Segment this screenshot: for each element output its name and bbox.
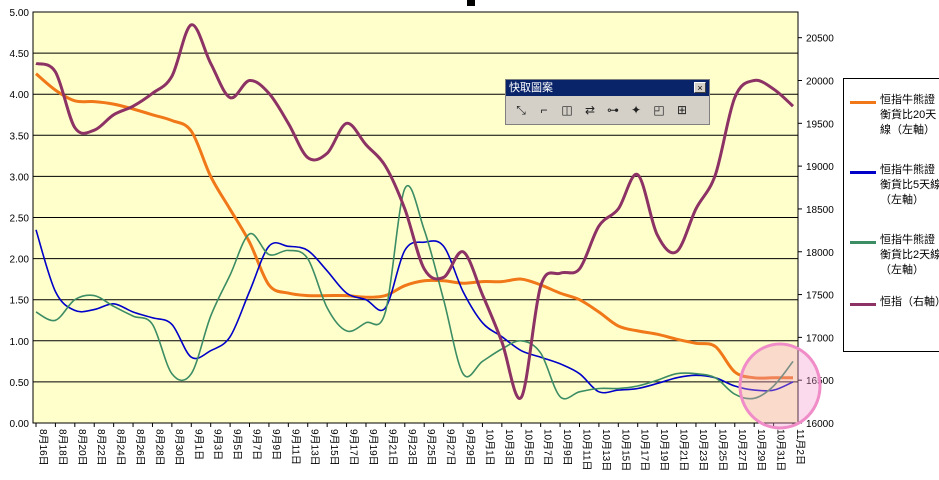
x-tick-label: 9月29日 [464, 429, 476, 466]
drawing-toolbar[interactable]: 快取圖案 × ⤡ ⌐ ◫ ⇄ ⊶ ✦ ◰ ⊞ [505, 79, 710, 125]
x-tick-label: 8月18日 [56, 429, 68, 466]
series-2day-line [35, 185, 794, 400]
x-tick-label: 10月25日 [716, 429, 728, 471]
shapes-icon[interactable]: ⊶ [607, 103, 619, 117]
x-tick-label: 8月24日 [115, 429, 127, 466]
series-20day-line [35, 72, 793, 380]
title-fragment [467, 0, 475, 6]
x-tick-label: 10月17日 [639, 429, 651, 471]
x-axis: 8月16日 8月18日 8月20日 8月22日 8月24日 8月26日 8月28日 8月30日… [35, 423, 806, 471]
x-tick-label: 10月7日 [542, 429, 554, 466]
left-tick-label: 4.50 [10, 49, 30, 60]
highlight-circle [738, 342, 822, 430]
left-tick-label: 0.50 [10, 378, 30, 389]
x-tick-label: 10月19日 [658, 429, 670, 471]
x-tick-label: 8月22日 [95, 429, 107, 466]
toolbar-buttons: ⤡ ⌐ ◫ ⇄ ⊶ ✦ ◰ ⊞ [506, 96, 709, 120]
left-tick-label: 0.00 [10, 419, 30, 430]
legend-swatch-20day [850, 101, 876, 104]
x-tick-label: 9月13日 [309, 429, 321, 466]
x-tick-label: 9月3日 [212, 429, 224, 460]
left-tick-label: 4.00 [10, 90, 30, 101]
right-tick-label: 18500 [806, 205, 834, 216]
x-tick-label: 11月2日 [794, 429, 806, 465]
toolbar-title: 快取圖案 [509, 82, 553, 94]
left-tick-label: 3.00 [10, 172, 30, 183]
left-tick-label: 2.00 [10, 255, 30, 266]
x-tick-label: 8月28日 [153, 429, 165, 466]
legend-label-hsi: 恒指（右軸） [880, 296, 939, 308]
x-tick-label: 9月25日 [425, 429, 437, 466]
x-tick-label: 10月27日 [736, 429, 748, 471]
arrows-icon[interactable]: ⇄ [584, 103, 596, 117]
connector-icon[interactable]: ⤡ [516, 103, 526, 117]
legend-label-5day: 恒指牛熊證衡貨比5天線（左軸） [880, 164, 939, 206]
x-tick-label: 8月26日 [134, 429, 146, 466]
x-tick-label: 10月5日 [522, 429, 534, 466]
star-icon[interactable]: ✦ [630, 103, 642, 117]
right-tick-label: 18000 [806, 248, 834, 259]
series-5day-line [35, 229, 794, 394]
x-tick-label: 9月27日 [445, 429, 457, 466]
x-tick-label: 8月16日 [37, 429, 49, 466]
series-layer [35, 23, 795, 400]
x-tick-label: 10月13日 [600, 429, 612, 471]
x-tick-label: 9月7日 [251, 429, 263, 460]
x-tick-label: 9月5日 [231, 429, 243, 460]
legend: 恒指牛熊證衡貨比20天線（左軸） 恒指牛熊證衡貨比5天線（左軸） 恒指牛熊證衡貨… [843, 78, 939, 352]
x-tick-label: 9月17日 [348, 429, 360, 466]
x-tick-label: 10月31日 [775, 429, 787, 471]
flowchart-icon[interactable]: ◫ [561, 103, 573, 117]
series-hsi-line [35, 23, 795, 400]
x-tick-label: 8月20日 [76, 429, 88, 466]
x-tick-label: 10月23日 [697, 429, 709, 471]
left-tick-label: 3.50 [10, 131, 30, 142]
x-tick-label: 9月15日 [328, 429, 340, 466]
x-tick-label: 10月11日 [580, 429, 592, 471]
left-tick-label: 1.50 [10, 296, 30, 307]
legend-swatch-2day [850, 241, 876, 244]
x-tick-label: 8月30日 [173, 429, 185, 466]
x-tick-label: 10月15日 [619, 429, 631, 471]
legend-swatch-5day [850, 171, 876, 174]
x-tick-label: 10月29日 [755, 429, 767, 471]
x-tick-label: 9月23日 [406, 429, 418, 466]
x-tick-label: 10月21日 [678, 429, 690, 471]
right-tick-label: 19000 [806, 162, 834, 173]
right-tick-label: 20500 [806, 34, 834, 45]
callout-icon[interactable]: ◰ [653, 103, 665, 117]
x-tick-label: 9月21日 [386, 429, 398, 466]
left-tick-label: 1.00 [10, 337, 30, 348]
right-tick-label: 19500 [806, 119, 834, 130]
x-tick-label: 10月1日 [483, 429, 495, 466]
toolbar-titlebar[interactable]: 快取圖案 × [506, 80, 709, 96]
right-tick-label: 17500 [806, 291, 834, 302]
x-tick-label: 9月11日 [289, 429, 301, 465]
more-shapes-icon[interactable]: ⊞ [676, 103, 688, 117]
legend-label-2day: 恒指牛熊證衡貨比2天線（左軸） [880, 234, 939, 276]
x-tick-label: 9月1日 [192, 429, 204, 460]
x-tick-label: 10月3日 [503, 429, 515, 466]
elbow-connector-icon[interactable]: ⌐ [540, 103, 548, 117]
right-tick-label: 16000 [806, 419, 834, 430]
legend-label-20day: 恒指牛熊證衡貨比20天線（左軸） [880, 94, 937, 136]
right-tick-label: 20000 [806, 77, 834, 88]
x-tick-label: 9月19日 [367, 429, 379, 466]
left-tick-label: 5.00 [10, 8, 30, 19]
right-tick-label: 17000 [806, 333, 834, 344]
toolbar-close-button[interactable]: × [694, 82, 706, 93]
legend-swatch-hsi [850, 303, 876, 306]
x-tick-label: 10月9日 [561, 429, 573, 466]
left-tick-label: 2.50 [10, 214, 30, 225]
left-axis: 0.00 0.50 1.00 1.50 2.00 2.50 3.00 3.50 4.00 4.50… [10, 8, 30, 430]
x-tick-label: 9月9日 [270, 429, 282, 460]
